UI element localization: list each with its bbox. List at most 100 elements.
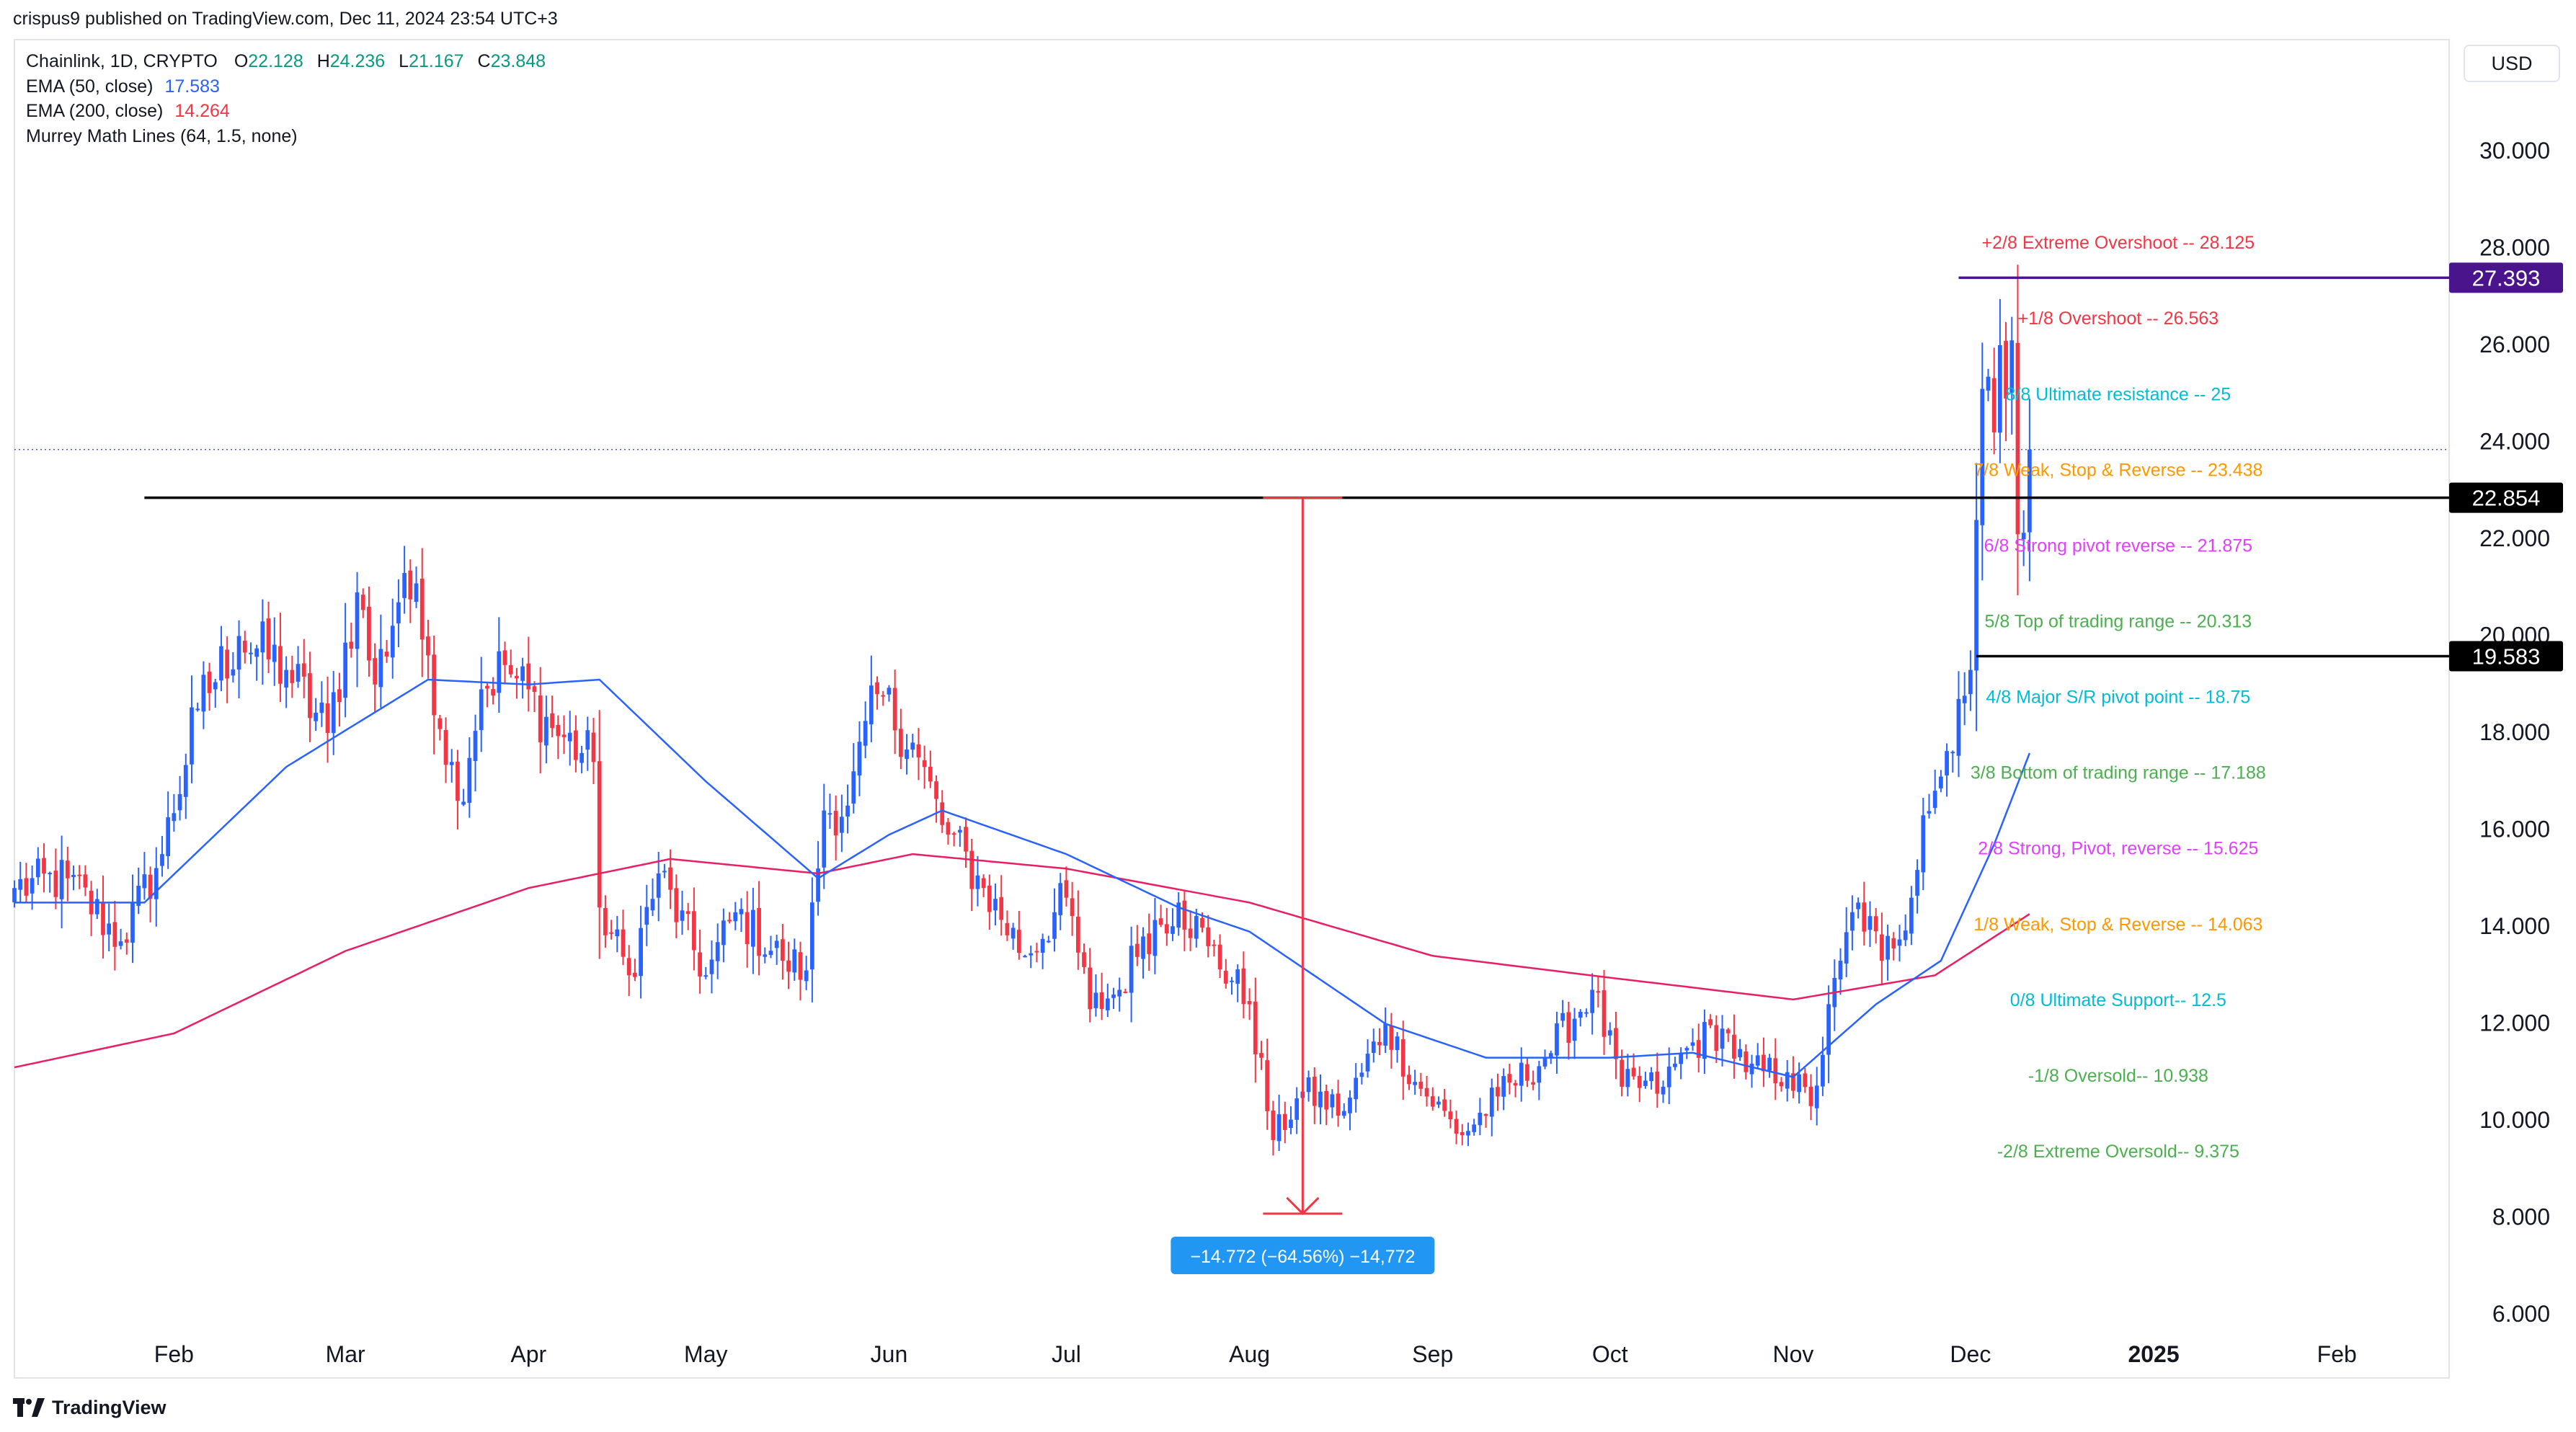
candle-body xyxy=(1276,1114,1282,1142)
candle-body xyxy=(1324,1090,1329,1110)
candle-body xyxy=(1939,776,1943,788)
candle-body xyxy=(1998,345,2002,433)
currency-button[interactable]: USD xyxy=(2464,45,2560,82)
candle-body xyxy=(515,675,519,679)
ema50-row[interactable]: EMA (50, close) 17.583 xyxy=(26,74,554,99)
candle-body xyxy=(792,949,797,973)
candle-body xyxy=(426,636,430,656)
candle-body xyxy=(408,570,413,600)
candle-body xyxy=(662,871,667,873)
candle-body xyxy=(1064,880,1069,898)
candle-body xyxy=(863,721,868,746)
candle-body xyxy=(432,654,437,716)
ohlc-close-key: C xyxy=(477,51,491,71)
candle-body xyxy=(526,663,531,690)
candle-body xyxy=(1838,961,1843,979)
candle-body xyxy=(1235,969,1240,984)
candle-body xyxy=(1194,915,1199,939)
candle-body xyxy=(242,641,247,653)
candle-body xyxy=(18,879,23,890)
candle-body xyxy=(1318,1091,1323,1108)
candle-body xyxy=(887,688,892,695)
candle-body xyxy=(946,822,951,835)
candle-body xyxy=(1354,1077,1359,1100)
candle-body xyxy=(685,911,690,915)
candle-body xyxy=(591,732,596,762)
candle-body xyxy=(1519,1062,1524,1086)
support-tag-label: 19.583 xyxy=(2472,644,2541,670)
candle-body xyxy=(999,897,1004,920)
time-tick-label: Dec xyxy=(1950,1341,1991,1367)
candle-body xyxy=(378,649,383,688)
candle-body xyxy=(142,874,147,889)
candle-body xyxy=(24,878,29,896)
candle-body xyxy=(1950,752,1955,754)
candle-body xyxy=(2004,340,2008,399)
ema200-value: 14.264 xyxy=(174,101,230,121)
candle-body xyxy=(579,752,584,763)
candle-body xyxy=(709,959,714,974)
ohlc-low-value: 21.167 xyxy=(409,51,464,71)
time-axis[interactable]: Feb Mar Apr May Jun Jul Aug Sep Oct Nov Dec 2025 Feb xyxy=(154,1341,2357,1367)
symbol-row[interactable]: Chainlink, 1D, CRYPTO O22.128 H24.236 L2… xyxy=(26,49,554,74)
candle-body xyxy=(1666,1066,1671,1088)
candle-body xyxy=(633,972,637,977)
candle-body xyxy=(1129,946,1134,993)
price-tick-label: 22.000 xyxy=(2479,525,2550,551)
candle-body xyxy=(1212,944,1217,946)
candle-body xyxy=(816,868,820,902)
candle-body xyxy=(1873,916,1878,932)
candle-body xyxy=(337,689,342,703)
candle-body xyxy=(1738,1049,1742,1058)
tradingview-logo-icon xyxy=(13,1398,45,1417)
candle-body xyxy=(1915,870,1919,896)
candle-body xyxy=(1720,1028,1725,1049)
candle-body xyxy=(1158,918,1163,925)
time-tick-label: Jun xyxy=(871,1341,908,1367)
candle-body xyxy=(491,689,495,696)
candle-body xyxy=(1294,1098,1300,1120)
price-axis[interactable]: 6.000 8.000 10.000 12.000 14.000 16.000 18.000… xyxy=(2479,138,2550,1327)
candle-body xyxy=(1891,938,1896,948)
candle-body xyxy=(1418,1081,1424,1089)
candle-body xyxy=(1755,1055,1760,1066)
candle-body xyxy=(1448,1111,1453,1120)
price-tick-label: 14.000 xyxy=(2479,913,2550,939)
candle-body xyxy=(2021,533,2026,540)
candle-body xyxy=(1625,1069,1630,1088)
candle-body xyxy=(822,810,827,868)
candle-body xyxy=(1306,1077,1311,1093)
price-tick-label: 18.000 xyxy=(2479,719,2550,745)
candle-body xyxy=(1655,1071,1660,1094)
candle-body xyxy=(1986,376,1991,391)
candle-body xyxy=(981,878,986,889)
candle-body xyxy=(615,929,620,937)
candles[interactable] xyxy=(12,264,2032,1156)
candle-body xyxy=(1679,1052,1683,1064)
candle-body xyxy=(1023,956,1027,958)
candle-body xyxy=(1005,922,1010,935)
time-tick-label: Oct xyxy=(1592,1341,1628,1367)
candle-body xyxy=(721,920,726,946)
candle-body xyxy=(1962,695,1967,703)
candle-body xyxy=(964,827,968,852)
candle-body xyxy=(1282,1113,1287,1130)
measure-tool[interactable]: −14.772 (−64.56%) −14,772 xyxy=(1171,497,1435,1274)
murrey-row[interactable]: Murrey Math Lines (64, 1.5, none) xyxy=(26,124,554,149)
candle-body xyxy=(875,682,879,695)
candle-body xyxy=(290,670,295,683)
candle-body xyxy=(597,761,602,908)
candle-body xyxy=(59,860,64,899)
ohlc-low-key: L xyxy=(399,51,409,71)
ema200-row[interactable]: EMA (200, close) 14.264 xyxy=(26,99,554,124)
candle-body xyxy=(668,867,672,890)
candle-body xyxy=(786,960,791,972)
symbol-label: Chainlink, 1D, CRYPTO xyxy=(26,51,218,71)
candle-body xyxy=(325,703,330,733)
ema50-line xyxy=(14,678,2031,1078)
tradingview-logo[interactable]: TradingView xyxy=(13,1395,166,1420)
candle-body xyxy=(556,724,561,737)
candle-body xyxy=(1182,900,1187,930)
